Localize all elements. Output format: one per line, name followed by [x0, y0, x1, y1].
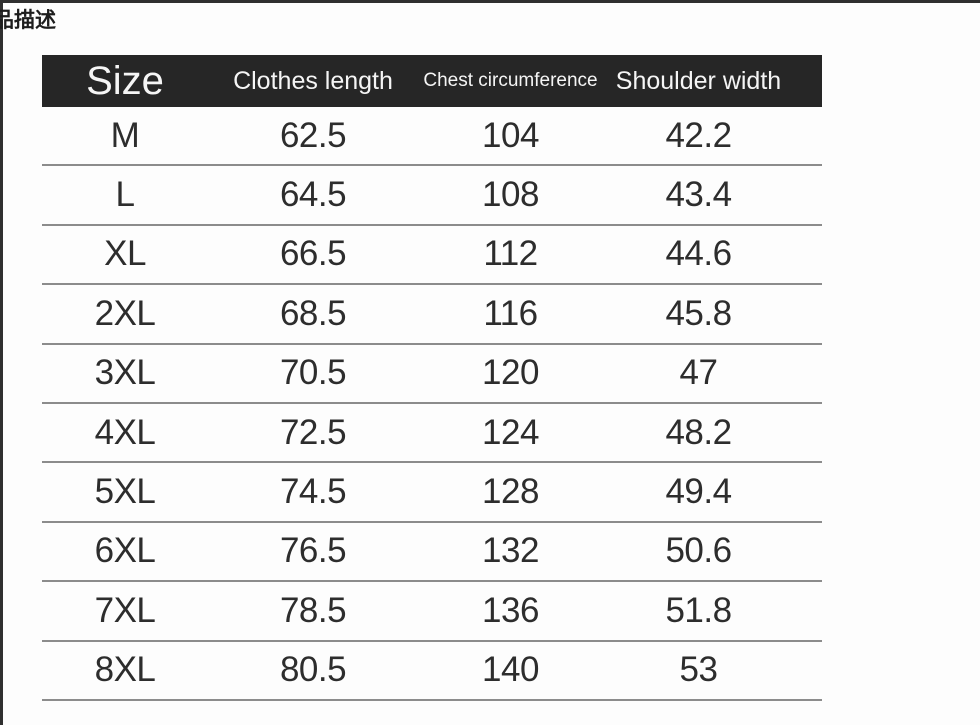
- size-value: 4XL: [94, 412, 156, 452]
- chest-value: 136: [482, 590, 539, 630]
- table-row: M 62.5 104 42.2: [42, 107, 822, 167]
- table-header-row: Size Clothes length Chest circumference …: [42, 55, 822, 107]
- header-shoulder-width: Shoulder width: [615, 66, 782, 95]
- table-row: 2XL 68.5 116 45.8: [42, 285, 822, 345]
- size-value: 8XL: [94, 650, 156, 690]
- shoulder-value: 49.4: [665, 472, 732, 512]
- size-value: 7XL: [94, 590, 156, 630]
- chest-value: 120: [482, 353, 539, 393]
- tab-product-description[interactable]: 品描述: [0, 9, 56, 32]
- shoulder-value: 45.8: [665, 293, 732, 333]
- table-row: 8XL 80.5 140 53: [42, 642, 822, 701]
- header-size: Size: [86, 58, 164, 103]
- length-value: 78.5: [279, 590, 347, 630]
- table-row: 5XL 74.5 128 49.4: [42, 463, 822, 523]
- length-value: 76.5: [279, 531, 347, 571]
- table-row: 6XL 76.5 132 50.6: [42, 523, 822, 583]
- table-row: L 64.5 108 43.4: [42, 166, 822, 226]
- size-value: L: [115, 175, 135, 215]
- chest-value: 124: [482, 412, 539, 452]
- chest-value: 104: [482, 115, 539, 155]
- table-row: 4XL 72.5 124 48.2: [42, 404, 822, 464]
- chest-value: 108: [482, 175, 539, 215]
- size-value: 5XL: [94, 472, 156, 512]
- shoulder-value: 51.8: [665, 590, 732, 630]
- size-value: M: [110, 115, 140, 155]
- shoulder-value: 53: [679, 650, 718, 690]
- size-value: 6XL: [94, 531, 156, 571]
- table-row: 3XL 70.5 120 47: [42, 345, 822, 404]
- length-value: 64.5: [279, 175, 347, 215]
- table-row: 7XL 78.5 136 51.8: [42, 582, 822, 642]
- table-row: XL 66.5 112 44.6: [42, 226, 822, 286]
- chest-value: 116: [483, 293, 538, 333]
- shoulder-value: 48.2: [665, 412, 732, 452]
- header-chest-circumference: Chest circumference: [423, 70, 598, 91]
- length-value: 62.5: [279, 115, 347, 155]
- chest-value: 132: [482, 531, 539, 571]
- size-value: 2XL: [94, 293, 156, 333]
- length-value: 80.5: [279, 650, 347, 690]
- length-value: 66.5: [279, 234, 347, 274]
- shoulder-value: 44.6: [665, 234, 732, 274]
- shoulder-value: 47: [679, 353, 718, 393]
- length-value: 68.5: [279, 293, 347, 333]
- chest-value: 128: [482, 472, 539, 512]
- length-value: 72.5: [279, 412, 347, 452]
- left-border-line: [0, 0, 3, 725]
- chest-value: 140: [482, 650, 539, 690]
- top-border-line: [0, 0, 980, 3]
- header-clothes-length: Clothes length: [233, 66, 393, 95]
- shoulder-value: 42.2: [665, 115, 732, 155]
- size-value: XL: [104, 234, 146, 274]
- length-value: 74.5: [279, 472, 347, 512]
- size-value: 3XL: [94, 353, 156, 393]
- shoulder-value: 43.4: [665, 175, 732, 215]
- table-body: M 62.5 104 42.2 L 64.5 108 43.4 XL 66.5 112 44.6 2XL…: [42, 107, 822, 701]
- shoulder-value: 50.6: [665, 531, 732, 571]
- chest-value: 112: [483, 234, 538, 274]
- size-chart-table: Size Clothes length Chest circumference …: [42, 55, 822, 701]
- length-value: 70.5: [279, 353, 347, 393]
